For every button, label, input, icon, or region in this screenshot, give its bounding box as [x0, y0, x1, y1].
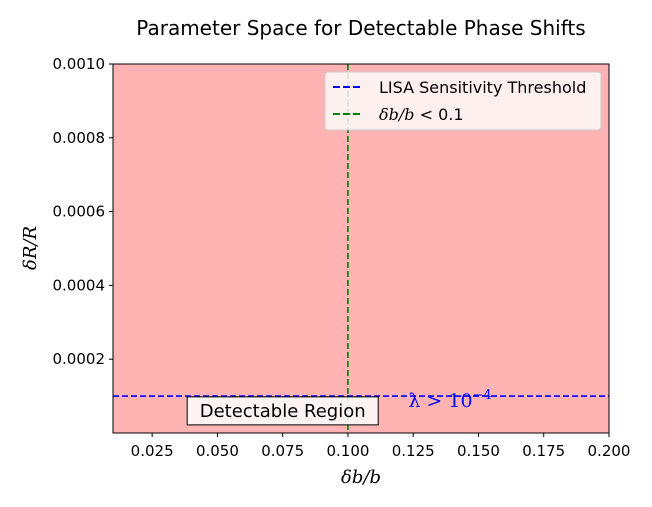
- x-axis-ticks: 0.025 0.050 0.075 0.100 0.125 0.150 0.175 0.200: [131, 433, 631, 460]
- x-axis-label: δb/b: [341, 467, 381, 488]
- lambda-exponent: −4: [473, 388, 492, 403]
- x-tick-label: 0.150: [457, 442, 500, 460]
- legend-box: [324, 71, 602, 131]
- y-axis-label: δR/R: [20, 226, 41, 270]
- y-tick-label: 0.0004: [53, 276, 106, 294]
- x-tick-label: 0.200: [588, 442, 631, 460]
- legend-threshold-label: LISA Sensitivity Threshold: [379, 78, 586, 97]
- x-tick-label: 0.050: [196, 442, 239, 460]
- legend: LISA Sensitivity Threshold δb/b < 0.1: [324, 71, 602, 131]
- x-tick-label: 0.025: [131, 442, 174, 460]
- detectable-region-box: [186, 396, 379, 426]
- detectable-region-annotation: Detectable Region: [186, 396, 379, 426]
- y-tick-label: 0.0006: [53, 203, 106, 221]
- x-tick-label: 0.100: [326, 442, 369, 460]
- y-tick-label: 0.0002: [53, 350, 106, 368]
- detectable-region-label: Detectable Region: [200, 401, 366, 422]
- y-tick-label: 0.0010: [53, 55, 106, 73]
- x-tick-label: 0.175: [522, 442, 565, 460]
- y-axis-ticks: 0.0002 0.0004 0.0006 0.0008 0.0010: [53, 55, 113, 368]
- legend-db-label: δb/b < 0.1: [379, 105, 464, 124]
- lambda-base: λ > 10: [408, 390, 472, 412]
- legend-db-rest: < 0.1: [415, 105, 464, 124]
- y-tick-label: 0.0008: [53, 129, 106, 147]
- legend-db-math: δb/b: [379, 105, 415, 124]
- chart-title: Parameter Space for Detectable Phase Shi…: [136, 16, 585, 40]
- x-tick-label: 0.075: [261, 442, 304, 460]
- axes-frame: [112, 63, 610, 434]
- lambda-threshold-label: λ > 10−4: [408, 388, 491, 412]
- x-tick-label: 0.125: [392, 442, 435, 460]
